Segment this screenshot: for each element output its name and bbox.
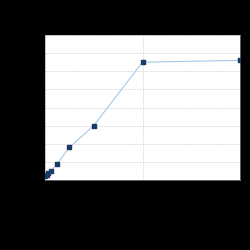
- Point: [46, 172, 50, 175]
- Point: [43, 174, 47, 178]
- Point: [44, 173, 48, 177]
- Point: [68, 145, 71, 149]
- Point: [238, 58, 242, 62]
- Point: [49, 169, 53, 173]
- Point: [92, 124, 96, 128]
- Y-axis label: OD: OD: [25, 102, 30, 113]
- Point: [55, 162, 59, 166]
- Point: [140, 60, 144, 64]
- X-axis label: Human C-Type Lectin Domain Family 10 Member A / CD301 (CLEC10A)
Concentration (n: Human C-Type Lectin Domain Family 10 Mem…: [46, 194, 240, 205]
